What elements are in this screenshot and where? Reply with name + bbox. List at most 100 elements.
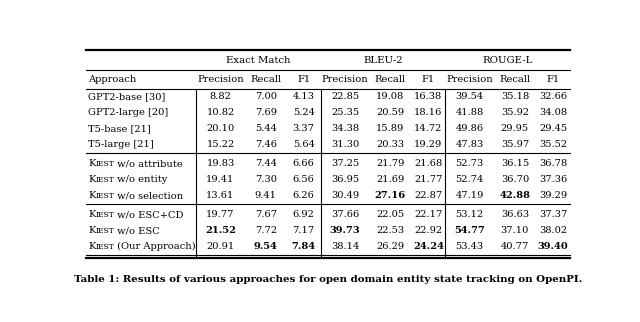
Text: T5-large [21]: T5-large [21]	[88, 140, 154, 149]
Text: GPT2-base [30]: GPT2-base [30]	[88, 92, 165, 101]
Text: 7.67: 7.67	[255, 210, 276, 219]
Text: 5.44: 5.44	[255, 124, 276, 133]
Text: 20.10: 20.10	[206, 124, 235, 133]
Text: 42.88: 42.88	[499, 191, 531, 200]
Text: Precision: Precision	[446, 75, 493, 84]
Text: 22.87: 22.87	[414, 191, 442, 200]
Text: 52.73: 52.73	[456, 159, 484, 168]
Text: 41.88: 41.88	[456, 108, 484, 117]
Text: 30.49: 30.49	[331, 191, 359, 200]
Text: Recall: Recall	[375, 75, 406, 84]
Text: 39.73: 39.73	[330, 226, 360, 235]
Text: ROUGE-L: ROUGE-L	[483, 56, 533, 65]
Text: 47.83: 47.83	[456, 140, 484, 149]
Text: w/o entity: w/o entity	[115, 175, 168, 184]
Text: 21.79: 21.79	[376, 159, 404, 168]
Text: 36.78: 36.78	[539, 159, 567, 168]
Text: 37.25: 37.25	[331, 159, 359, 168]
Text: w/o attribute: w/o attribute	[115, 159, 183, 168]
Text: IEST: IEST	[95, 227, 115, 235]
Text: K: K	[88, 210, 95, 219]
Text: 37.36: 37.36	[539, 175, 567, 184]
Text: 53.12: 53.12	[456, 210, 484, 219]
Text: T5-base [21]: T5-base [21]	[88, 124, 151, 133]
Text: 5.64: 5.64	[293, 140, 315, 149]
Text: 20.59: 20.59	[376, 108, 404, 117]
Text: 4.13: 4.13	[292, 92, 315, 101]
Text: 6.26: 6.26	[293, 191, 315, 200]
Text: K: K	[88, 175, 95, 184]
Text: Approach: Approach	[88, 75, 136, 84]
Text: 22.17: 22.17	[414, 210, 442, 219]
Text: 9.54: 9.54	[253, 242, 278, 251]
Text: 35.92: 35.92	[501, 108, 529, 117]
Text: w/o selection: w/o selection	[115, 191, 184, 200]
Text: IEST: IEST	[95, 243, 115, 251]
Text: 13.61: 13.61	[206, 191, 235, 200]
Text: K: K	[88, 242, 95, 251]
Text: 7.00: 7.00	[255, 92, 276, 101]
Text: 21.77: 21.77	[414, 175, 443, 184]
Text: 9.41: 9.41	[255, 191, 276, 200]
Text: 20.33: 20.33	[376, 140, 404, 149]
Text: 37.37: 37.37	[539, 210, 567, 219]
Text: F1: F1	[422, 75, 435, 84]
Text: 19.41: 19.41	[206, 175, 235, 184]
Text: 19.29: 19.29	[414, 140, 442, 149]
Text: 7.30: 7.30	[255, 175, 276, 184]
Text: 15.22: 15.22	[206, 140, 235, 149]
Text: 37.10: 37.10	[500, 226, 529, 235]
Text: 7.69: 7.69	[255, 108, 276, 117]
Text: BLEU-2: BLEU-2	[364, 56, 403, 65]
Text: 32.66: 32.66	[539, 92, 567, 101]
Text: 34.08: 34.08	[539, 108, 567, 117]
Text: 22.92: 22.92	[414, 226, 442, 235]
Text: 52.74: 52.74	[456, 175, 484, 184]
Text: 39.54: 39.54	[456, 92, 484, 101]
Text: 18.16: 18.16	[414, 108, 442, 117]
Text: 27.16: 27.16	[375, 191, 406, 200]
Text: Table 1: Results of various approaches for open domain entity state tracking on : Table 1: Results of various approaches f…	[74, 275, 582, 284]
Text: K: K	[88, 191, 95, 200]
Text: IEST: IEST	[95, 176, 115, 184]
Text: 20.91: 20.91	[206, 242, 235, 251]
Text: 6.92: 6.92	[293, 210, 315, 219]
Text: 47.19: 47.19	[456, 191, 484, 200]
Text: GPT2-large [20]: GPT2-large [20]	[88, 108, 168, 117]
Text: 6.56: 6.56	[293, 175, 315, 184]
Text: 19.77: 19.77	[206, 210, 235, 219]
Text: (Our Approach): (Our Approach)	[115, 242, 196, 251]
Text: 5.24: 5.24	[293, 108, 315, 117]
Text: 21.69: 21.69	[376, 175, 404, 184]
Text: 39.29: 39.29	[539, 191, 567, 200]
Text: F1: F1	[297, 75, 310, 84]
Text: 29.45: 29.45	[539, 124, 567, 133]
Text: 7.46: 7.46	[255, 140, 276, 149]
Text: 25.35: 25.35	[331, 108, 359, 117]
Text: 22.05: 22.05	[376, 210, 404, 219]
Text: 38.14: 38.14	[331, 242, 359, 251]
Text: 49.86: 49.86	[456, 124, 484, 133]
Text: 7.72: 7.72	[255, 226, 276, 235]
Text: 21.52: 21.52	[205, 226, 236, 235]
Text: Precision: Precision	[322, 75, 369, 84]
Text: 35.97: 35.97	[500, 140, 529, 149]
Text: Recall: Recall	[250, 75, 281, 84]
Text: 8.82: 8.82	[209, 92, 232, 101]
Text: 39.40: 39.40	[538, 242, 568, 251]
Text: 53.43: 53.43	[456, 242, 484, 251]
Text: 3.37: 3.37	[292, 124, 315, 133]
Text: K: K	[88, 226, 95, 235]
Text: 10.82: 10.82	[206, 108, 235, 117]
Text: Recall: Recall	[499, 75, 531, 84]
Text: 31.30: 31.30	[331, 140, 359, 149]
Text: 36.63: 36.63	[501, 210, 529, 219]
Text: w/o ESC: w/o ESC	[115, 226, 160, 235]
Text: IEST: IEST	[95, 160, 115, 168]
Text: 54.77: 54.77	[454, 226, 485, 235]
Text: 19.83: 19.83	[206, 159, 235, 168]
Text: F1: F1	[547, 75, 559, 84]
Text: 19.08: 19.08	[376, 92, 404, 101]
Text: K: K	[88, 159, 95, 168]
Text: 7.17: 7.17	[292, 226, 315, 235]
